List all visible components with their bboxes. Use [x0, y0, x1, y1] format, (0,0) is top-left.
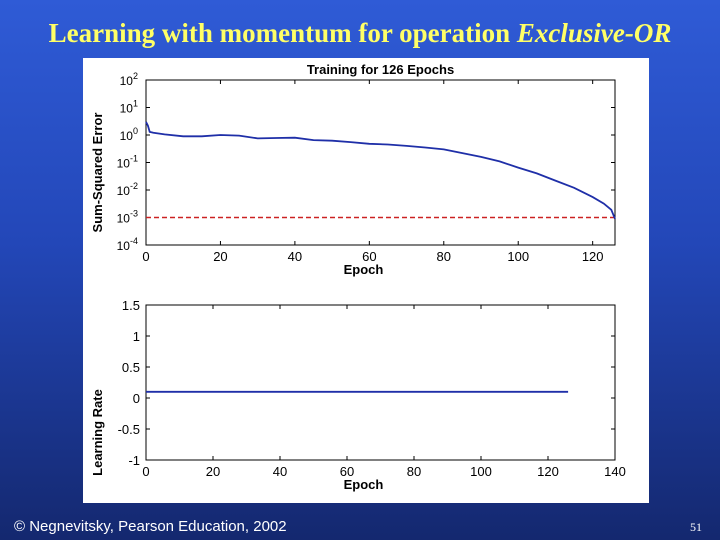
y-tick-label: 1.5 — [122, 298, 140, 313]
y-tick-label: -1 — [128, 453, 140, 468]
y-axis-label: Sum-Squared Error — [90, 113, 105, 233]
y-tick-base: 10 — [117, 184, 131, 198]
learning-rate-chart: 0 20 40 60 80 100 120 140 1.5 1 0.5 0 -0.5 -1 Epoch Lea… — [90, 298, 626, 492]
x-tick-label: 0 — [142, 464, 149, 479]
x-tick-label: 20 — [206, 464, 220, 479]
y-tick-base: 10 — [117, 157, 131, 171]
x-axis-label: Epoch — [344, 477, 384, 492]
y-tick-base: 10 — [120, 74, 134, 88]
page-number: 51 — [690, 520, 702, 534]
x-tick-label: 40 — [273, 464, 287, 479]
y-tick-base: 10 — [117, 212, 131, 226]
y-tick-label: 0.5 — [122, 360, 140, 375]
y-tick-exponent: -4 — [130, 236, 138, 246]
y-tick-label: 100 — [120, 126, 138, 143]
copyright-footer: © Negnevitsky, Pearson Education, 2002 — [14, 518, 287, 535]
figure-panel: Training for 126 Epochs 0 20 40 60 80 100 120 10… — [83, 58, 649, 503]
x-tick-label: 60 — [340, 464, 354, 479]
x-tick-label: 40 — [288, 249, 302, 264]
x-tick-label: 80 — [437, 249, 451, 264]
y-tick-exponent: 1 — [133, 99, 138, 109]
y-tick-label: 10-2 — [117, 181, 138, 198]
y-tick-label: 102 — [120, 71, 138, 88]
plot-area — [145, 304, 616, 461]
y-tick-base: 10 — [120, 102, 134, 116]
y-tick-exponent: 2 — [133, 71, 138, 81]
y-tick-exponent: -1 — [130, 154, 138, 164]
x-tick-label: 60 — [362, 249, 376, 264]
slide-title: Learning with momentum for operation Exc… — [0, 18, 720, 49]
chart-title: Training for 126 Epochs — [307, 62, 454, 77]
y-tick-label: -0.5 — [118, 422, 140, 437]
y-axis-label: Learning Rate — [90, 389, 105, 476]
y-tick-exponent: -2 — [130, 181, 138, 191]
x-tick-label: 140 — [604, 464, 626, 479]
y-tick-base: 10 — [117, 239, 131, 253]
error-curve — [145, 121, 616, 220]
x-tick-label: 100 — [507, 249, 529, 264]
x-tick-label: 120 — [582, 249, 604, 264]
x-axis-label: Epoch — [344, 262, 384, 277]
y-tick-label: 10-4 — [117, 236, 138, 253]
y-tick-label: 10-1 — [117, 154, 138, 171]
y-tick-label: 0 — [133, 391, 140, 406]
x-tick-label: 100 — [470, 464, 492, 479]
x-tick-label: 120 — [537, 464, 559, 479]
y-tick-label: 1 — [133, 329, 140, 344]
plot-area — [145, 79, 616, 246]
x-tick-label: 20 — [213, 249, 227, 264]
slide-title-main: Learning with momentum for operation — [48, 18, 511, 48]
y-tick-base: 10 — [120, 129, 134, 143]
y-tick-exponent: -3 — [130, 209, 138, 219]
y-tick-label: 101 — [120, 99, 138, 116]
y-tick-exponent: 0 — [133, 126, 138, 136]
x-tick-label: 0 — [142, 249, 149, 264]
slide-title-italic: Exclusive-OR — [516, 18, 672, 48]
y-tick-label: 10-3 — [117, 209, 138, 226]
x-tick-label: 80 — [407, 464, 421, 479]
